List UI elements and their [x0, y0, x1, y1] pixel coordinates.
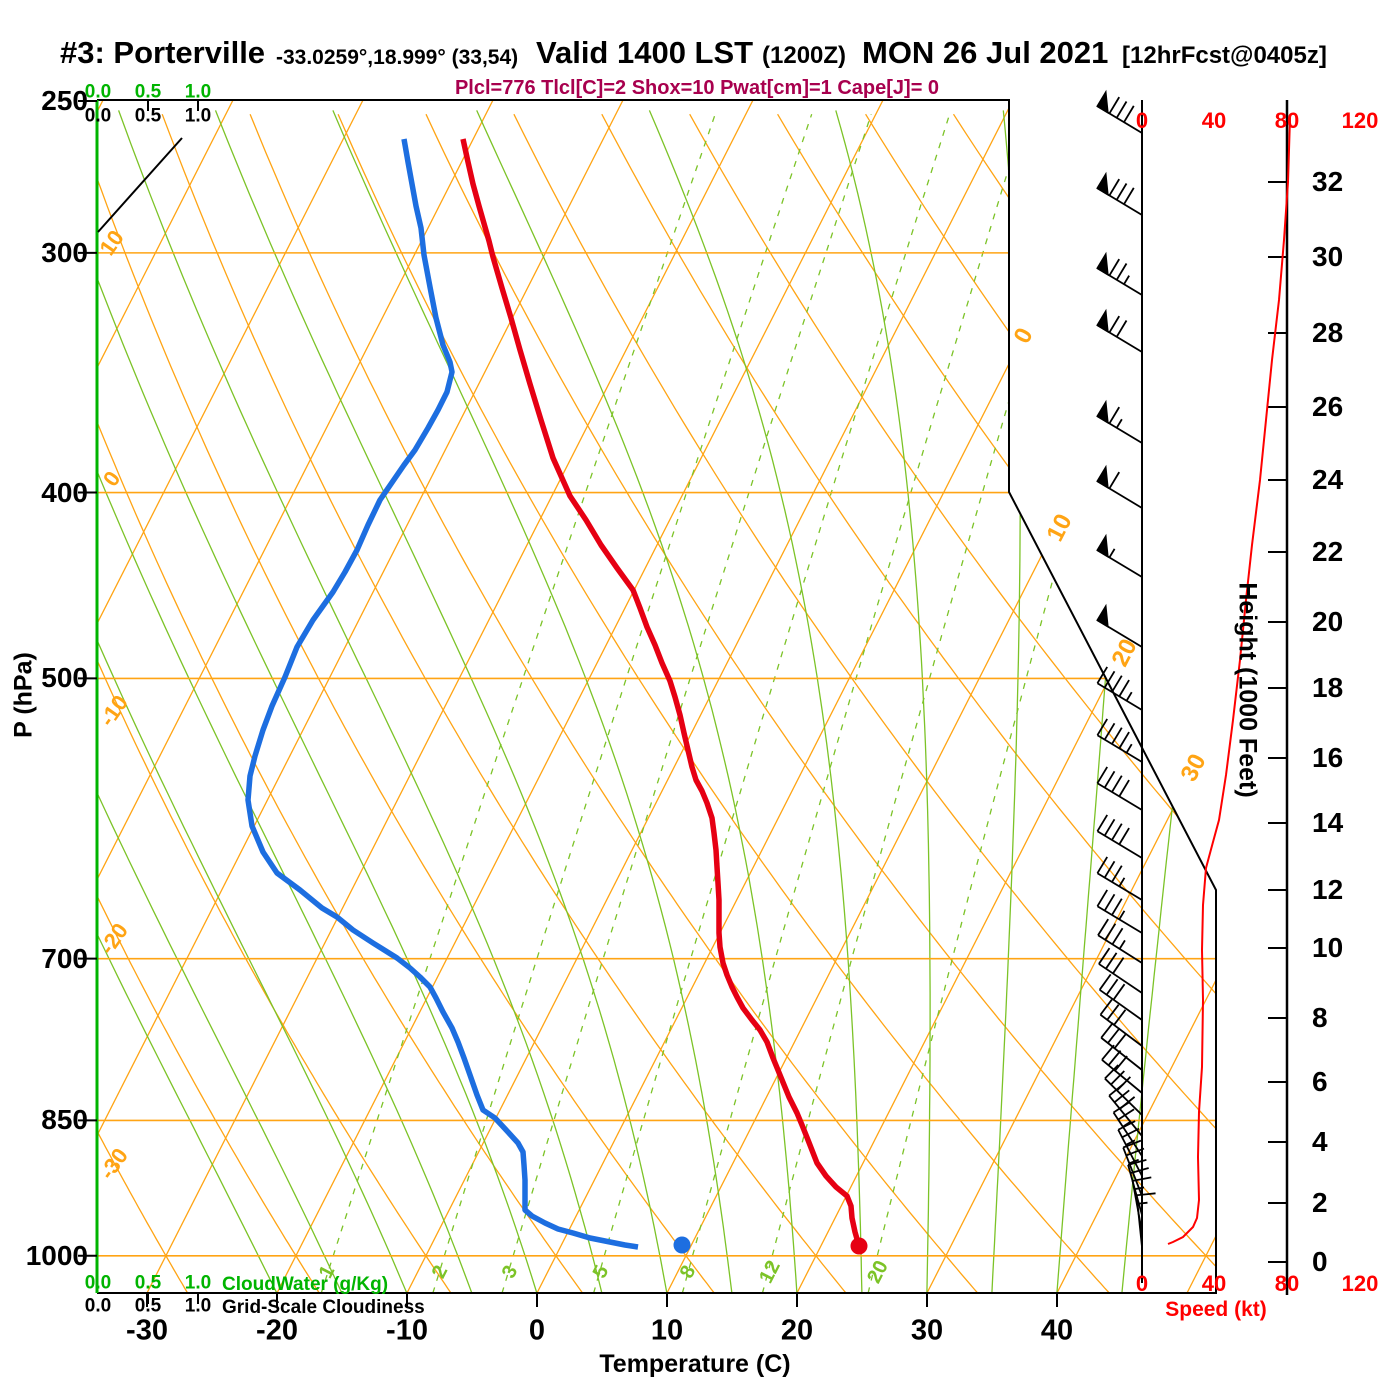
pressure-tick-label: 400 — [41, 476, 88, 508]
speed-axis-title: Speed (kt) — [1165, 1298, 1267, 1321]
height-tick-label: 2 — [1312, 1187, 1328, 1218]
valid-date: MON 26 Jul 2021 — [862, 35, 1109, 70]
height-tick-label: 8 — [1312, 1002, 1328, 1033]
temperature-axis-title: Temperature (C) — [599, 1350, 791, 1378]
temperature-tick-label: -20 — [256, 1314, 298, 1347]
cloudiness-scale-top: 0.5 — [134, 105, 162, 127]
cloudwater-scale-top: 0.0 — [84, 81, 112, 103]
valid-time-zulu: (1200Z) — [762, 42, 847, 69]
height-tick-label: 18 — [1312, 672, 1344, 703]
height-tick-label: 0 — [1312, 1246, 1328, 1277]
height-tick-label: 4 — [1312, 1126, 1328, 1157]
speed-tick-label-top: 40 — [1201, 108, 1227, 133]
pressure-tick-label: 850 — [41, 1104, 88, 1136]
cloudiness-scale-top: 1.0 — [184, 105, 212, 127]
temperature-tick-label: 40 — [1040, 1314, 1074, 1347]
cloudiness-scale-bottom: 1.0 — [184, 1295, 212, 1317]
valid-time: Valid 1400 LST — [536, 35, 754, 70]
pressure-tick-label: 300 — [41, 236, 88, 268]
cloudwater-legend: CloudWater (g/Kg) — [222, 1274, 389, 1295]
cloudiness-scale-bottom: 0.5 — [134, 1295, 162, 1317]
height-tick-label: 32 — [1312, 166, 1344, 197]
speed-tick-label-bottom: 120 — [1341, 1271, 1379, 1296]
speed-tick-label-top: 80 — [1274, 108, 1300, 133]
cloudwater-scale-bottom: 0.5 — [134, 1272, 162, 1294]
cloudiness-scale-bottom: 0.0 — [84, 1295, 112, 1317]
station-title: #3: Porterville — [60, 35, 266, 70]
speed-tick-label-bottom: 0 — [1135, 1271, 1149, 1296]
height-tick-label: 30 — [1312, 241, 1344, 272]
temperature-tick-label: -10 — [386, 1314, 428, 1347]
pressure-tick-label: 1000 — [25, 1239, 88, 1271]
temperature-tick-label: 20 — [780, 1314, 814, 1347]
cloudwater-scale-bottom: 0.0 — [84, 1272, 112, 1294]
height-tick-label: 20 — [1312, 606, 1344, 637]
height-tick-label: 16 — [1312, 742, 1344, 773]
temperature-tick-label: 30 — [910, 1314, 944, 1347]
speed-tick-label-bottom: 80 — [1274, 1271, 1300, 1296]
forecast-tag: [12hrFcst@0405z] — [1122, 42, 1327, 69]
temperature-tick-label: 10 — [650, 1314, 684, 1347]
cloudwater-scale-bottom: 1.0 — [184, 1272, 212, 1294]
speed-tick-label-top: 0 — [1135, 108, 1149, 133]
cloudiness-legend: Grid-Scale Cloudiness — [222, 1297, 425, 1318]
height-tick-label: 10 — [1312, 932, 1344, 963]
cloudiness-scale-top: 0.0 — [84, 105, 112, 127]
height-axis-title: Height (1000 Feet) — [1233, 582, 1262, 798]
pressure-tick-label: 500 — [41, 662, 88, 694]
speed-tick-label-bottom: 40 — [1201, 1271, 1227, 1296]
height-tick-label: 26 — [1312, 391, 1344, 422]
speed-tick-label-top: 120 — [1341, 108, 1379, 133]
pressure-axis-title: P (hPa) — [9, 652, 38, 738]
sounding-indices: Plcl=776 Tlcl[C]=2 Shox=10 Pwat[cm]=1 Ca… — [454, 77, 940, 99]
cloudwater-scale-top: 0.5 — [134, 81, 162, 103]
temperature-tick-label: -30 — [126, 1314, 168, 1347]
height-tick-label: 28 — [1312, 317, 1344, 348]
height-tick-label: 6 — [1312, 1066, 1328, 1097]
pressure-tick-label: 700 — [41, 942, 88, 974]
cloudwater-scale-top: 1.0 — [184, 81, 212, 103]
temperature-tick-label: 0 — [528, 1314, 546, 1347]
height-tick-label: 22 — [1312, 536, 1344, 567]
height-tick-label: 12 — [1312, 874, 1344, 905]
height-tick-label: 14 — [1312, 807, 1344, 838]
height-tick-label: 24 — [1312, 464, 1344, 495]
station-coords: -33.0259°,18.999° (33,54) — [276, 46, 519, 69]
pressure-tick-label: 250 — [41, 85, 88, 116]
